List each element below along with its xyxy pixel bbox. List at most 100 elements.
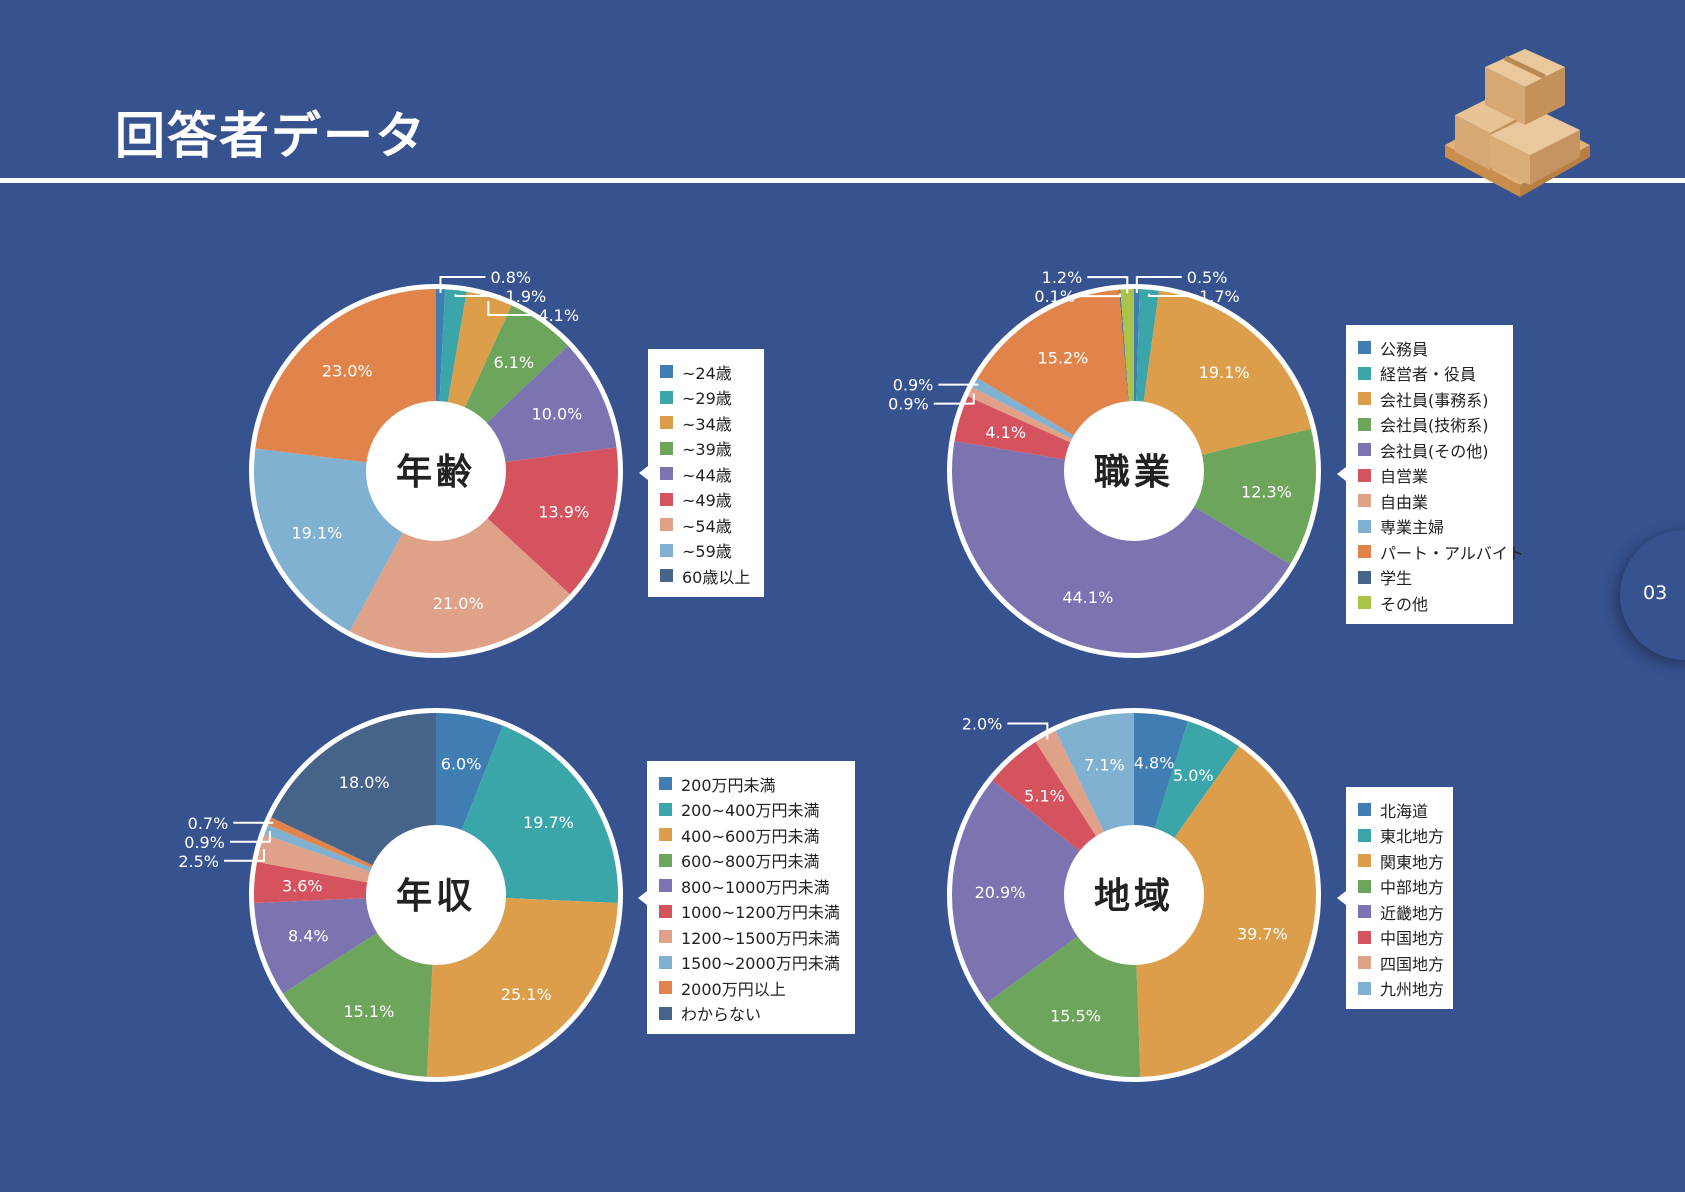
legend-label: その他 <box>1380 594 1429 614</box>
legend-swatch <box>659 930 672 944</box>
pie-slice <box>349 471 570 653</box>
legend-label: 1500~2000万円未満 <box>681 954 840 974</box>
legend-item: 関東地方 <box>1358 848 1444 874</box>
legend-item: 会社員(技術系) <box>1358 412 1499 438</box>
legend-swatch <box>1358 519 1371 533</box>
header-divider <box>0 178 1685 183</box>
data-label: 0.8% <box>490 268 531 287</box>
legend-swatch <box>660 467 673 481</box>
legend-item: 近畿地方 <box>1358 899 1444 925</box>
leader-line <box>1080 293 1122 298</box>
data-label: 0.9% <box>888 395 929 414</box>
legend-label: 会社員(その他) <box>1380 441 1489 461</box>
legend-swatch <box>1358 828 1371 842</box>
legend-label: 1200~1500万円未満 <box>681 928 840 948</box>
legend-swatch <box>660 543 673 557</box>
legend-item: ~34歳 <box>660 410 750 436</box>
data-label: 15.2% <box>1038 348 1089 367</box>
legend-item: 四国地方 <box>1358 950 1444 976</box>
pie-slice <box>951 780 1134 1003</box>
legend-label: ~59歳 <box>682 542 732 562</box>
legend-item: 学生 <box>1358 565 1499 591</box>
legend-label: ~29歳 <box>682 389 732 409</box>
legend-swatch <box>659 777 672 791</box>
legend-label: 中部地方 <box>1380 878 1445 898</box>
pie-slice <box>1134 746 1317 1077</box>
legend-label: 200万円未満 <box>681 775 776 795</box>
legend-swatch <box>1358 341 1371 355</box>
legend-label: 2000万円以上 <box>681 979 786 999</box>
legend-item: 自由業 <box>1358 488 1499 514</box>
legend-item: 中部地方 <box>1358 874 1444 900</box>
legend-swatch <box>1358 905 1371 919</box>
legend-occupation: 公務員 経営者・役員 会社員(事務系) 会社員(技術系) 会社員(その他) 自営業 自由業専… <box>1337 325 1524 624</box>
pie-center-hole <box>366 825 506 965</box>
legend-label: ~54歳 <box>682 516 732 536</box>
data-label: 5.1% <box>1024 786 1065 805</box>
data-label: 1.9% <box>506 287 547 306</box>
data-label: 2.5% <box>178 852 219 871</box>
legend-swatch <box>660 365 673 379</box>
legend-item: ~24歳 <box>660 359 750 385</box>
data-label: 10.0% <box>532 404 583 423</box>
pie-slice <box>952 441 1291 654</box>
leader-line <box>1087 276 1129 294</box>
legend-item: 200万円未満 <box>659 771 841 797</box>
legend-swatch <box>659 853 672 867</box>
legend-item: ~59歳 <box>660 538 750 564</box>
legend-label: 北海道 <box>1380 801 1429 821</box>
page-number: 03 <box>1643 582 1668 604</box>
legend-item: ~44歳 <box>660 461 750 487</box>
legend-swatch <box>659 904 672 918</box>
data-label: 8.4% <box>288 927 329 946</box>
legend-item: ~54歳 <box>660 512 750 538</box>
legend-item: 北海道 <box>1358 797 1439 823</box>
legend-swatch <box>659 1006 672 1020</box>
pie-center-hole <box>1064 825 1204 965</box>
legend-swatch <box>659 802 672 816</box>
legend-income: 200万円未満 200~400万円未満 400~600万円未満 600~800万円未満… <box>638 761 855 1034</box>
legend-swatch <box>660 492 673 506</box>
legend-swatch <box>1358 468 1371 482</box>
legend-label: 会社員(事務系) <box>1380 390 1489 410</box>
data-label: 21.0% <box>433 594 484 613</box>
legend-item: 1200~1500万円未満 <box>659 924 841 950</box>
legend-item: 800~1000万円未満 <box>659 873 841 899</box>
legend-item: 公務員 <box>1358 335 1499 361</box>
legend-label: 200~400万円未満 <box>681 801 820 821</box>
legend-item: ~49歳 <box>660 487 750 513</box>
page-title: 回答者データ <box>115 107 427 165</box>
legend-item: その他 <box>1358 590 1499 616</box>
pie-center-hole <box>366 401 506 541</box>
legend-swatch <box>1358 596 1371 610</box>
leader-line <box>487 300 534 317</box>
legend-item: ~29歳 <box>660 385 750 411</box>
legend-label: 会社員(技術系) <box>1380 416 1489 436</box>
leader-line <box>229 831 271 843</box>
legend-item: 1000~1200万円未満 <box>659 899 841 925</box>
legend-item: 会社員(事務系) <box>1358 386 1499 412</box>
data-label: 0.9% <box>184 833 225 852</box>
data-label: 6.1% <box>493 353 534 372</box>
legend-item: 400~600万円未満 <box>659 822 841 848</box>
data-label: 3.6% <box>282 877 323 896</box>
data-label: 0.9% <box>893 376 934 395</box>
data-label: 12.3% <box>1241 482 1292 501</box>
legend-item: 専業主婦 <box>1358 514 1499 540</box>
data-label: 7.1% <box>1084 755 1125 774</box>
data-label: 15.1% <box>343 1002 394 1021</box>
legend-item: 60歳以上 <box>660 563 750 589</box>
legend-swatch <box>1358 366 1371 380</box>
data-label: 20.9% <box>975 883 1026 902</box>
legend-label: 600~800万円未満 <box>681 852 820 872</box>
legend-label: 学生 <box>1380 569 1413 589</box>
legend-swatch <box>660 518 673 532</box>
legend-item: ~39歳 <box>660 436 750 462</box>
pallet-boxes-icon <box>1445 49 1590 197</box>
legend-label: ~44歳 <box>682 465 732 485</box>
legend-item: 自営業 <box>1358 463 1499 489</box>
legend-label: 自由業 <box>1380 492 1429 512</box>
data-label: 18.0% <box>339 773 390 792</box>
legend-label: 1000~1200万円未満 <box>681 903 840 923</box>
legend-label: パート・アルバイト <box>1380 543 1524 563</box>
